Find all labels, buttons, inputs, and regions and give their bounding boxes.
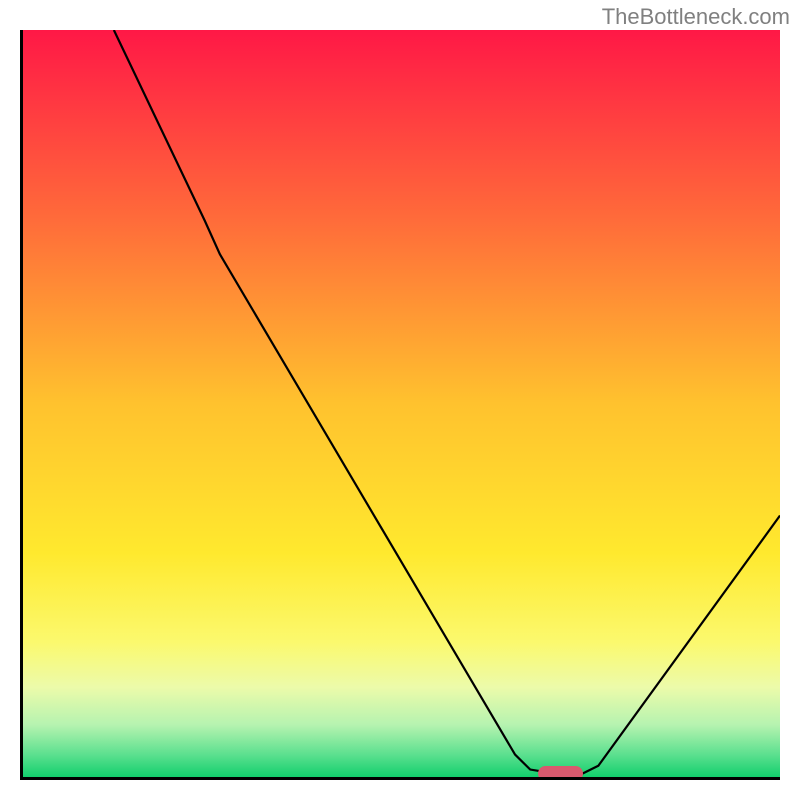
watermark-text: TheBottleneck.com [602, 4, 790, 30]
bottleneck-curve [23, 30, 780, 777]
optimal-marker [538, 766, 583, 780]
plot-area [20, 30, 780, 780]
